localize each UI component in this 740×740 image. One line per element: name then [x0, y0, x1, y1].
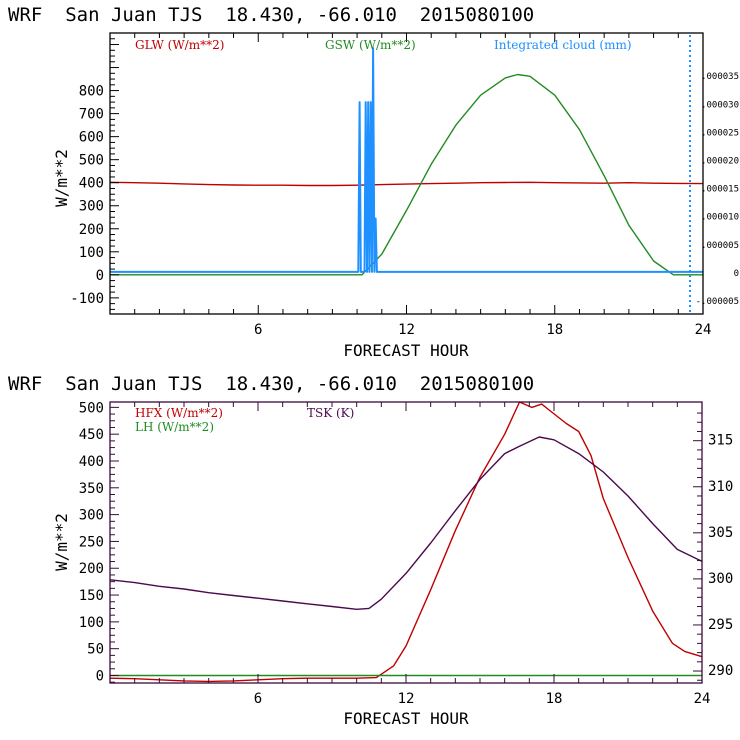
- y2-tick-label: .000015: [701, 185, 739, 195]
- y-tick-label: 400: [79, 454, 104, 470]
- y-tick-label: 0: [96, 268, 104, 284]
- panel-fluxes: WRF San Juan TJS 18.430, -66.010 2015080…: [8, 373, 733, 728]
- x-tick-label: 24: [694, 691, 711, 707]
- plot-frame: [109, 401, 703, 684]
- y-tick-label: 0: [96, 668, 104, 684]
- y-axis-label: W/m**2: [52, 513, 71, 571]
- y-tick-label: 500: [79, 400, 104, 416]
- legend-glw: GLW (W/m**2): [135, 38, 224, 52]
- y-tick-label: 500: [79, 153, 104, 169]
- y2-tick-label: 290: [708, 663, 733, 679]
- series-line-glw: [109, 181, 704, 187]
- x-tick-label: 12: [398, 691, 415, 707]
- y-tick-label: 800: [79, 84, 104, 100]
- y-tick-label: 200: [79, 561, 104, 577]
- legend-gsw: GSW (W/m**2): [325, 38, 416, 52]
- y2-tick-label: -.000005: [696, 297, 739, 307]
- y-tick-label: -100: [70, 291, 104, 307]
- y-tick-label: 300: [79, 508, 104, 524]
- x-tick-label: 6: [254, 322, 262, 338]
- y-tick-label: 150: [79, 588, 104, 604]
- y2-tick-label: 315: [708, 433, 733, 449]
- y-tick-label: 50: [87, 642, 104, 658]
- series-line-hfx: [109, 401, 703, 683]
- legend-integrated-cloud: Integrated cloud (mm): [494, 38, 632, 52]
- y-tick-label: 350: [79, 481, 104, 497]
- y2-tick-label: 295: [708, 617, 733, 633]
- y2-tick-label: .000025: [701, 128, 739, 138]
- x-tick-label: 12: [398, 322, 415, 338]
- y-tick-label: 300: [79, 199, 104, 215]
- legend-hfx: HFX (W/m**2): [135, 406, 223, 420]
- y2-tick-label: .000035: [701, 72, 739, 82]
- y-tick-label: 600: [79, 130, 104, 146]
- x-axis-label: FORECAST HOUR: [343, 341, 469, 360]
- legend-tsk: TSK (K): [307, 406, 354, 420]
- legend-lh: LH (W/m**2): [135, 420, 214, 434]
- y2-tick-label: 305: [708, 525, 733, 541]
- y-tick-label: 100: [79, 245, 104, 261]
- chart-title: WRF San Juan TJS 18.430, -66.010 2015080…: [8, 373, 534, 395]
- panel-radiation: WRF San Juan TJS 18.430, -66.010 2015080…: [8, 4, 739, 360]
- y2-tick-label: 300: [708, 571, 733, 587]
- chart-title: WRF San Juan TJS 18.430, -66.010 2015080…: [8, 4, 534, 26]
- y2-tick-label: .000020: [701, 156, 739, 166]
- y2-tick-label: 310: [708, 479, 733, 495]
- y-tick-label: 450: [79, 427, 104, 443]
- x-axis-label: FORECAST HOUR: [343, 709, 469, 728]
- x-tick-label: 6: [254, 691, 262, 707]
- y2-tick-label: .000010: [701, 213, 739, 223]
- series-line-integrated: [110, 47, 703, 273]
- y2-tick-label: .000005: [701, 241, 739, 251]
- y-tick-label: 200: [79, 222, 104, 238]
- y-tick-label: 100: [79, 615, 104, 631]
- y-tick-label: 700: [79, 107, 104, 123]
- series-line-tsk: [109, 436, 703, 610]
- y2-tick-label: .000030: [701, 100, 739, 110]
- y-tick-label: 400: [79, 176, 104, 192]
- series-line-gsw: [110, 73, 703, 276]
- x-tick-label: 24: [695, 322, 712, 338]
- y-axis-label: W/m**2: [52, 149, 71, 207]
- y-tick-label: 250: [79, 534, 104, 550]
- x-tick-label: 18: [546, 691, 563, 707]
- y2-tick-label: 0: [734, 269, 739, 279]
- x-tick-label: 18: [546, 322, 563, 338]
